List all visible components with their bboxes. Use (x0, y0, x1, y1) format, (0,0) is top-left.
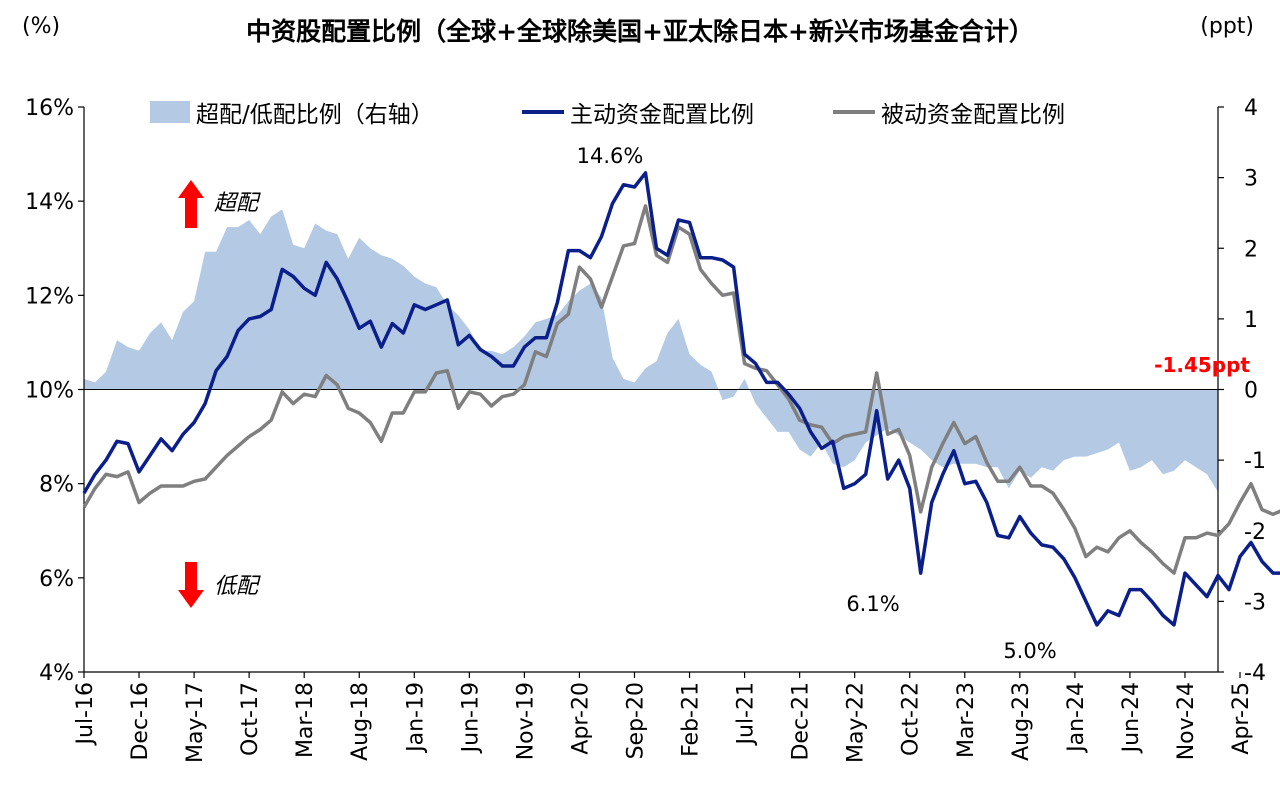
x-tick-label: Nov-24 (1174, 682, 1199, 760)
x-tick-label: May-17 (183, 682, 208, 763)
x-tick-label: Oct-17 (238, 682, 263, 756)
left-axis-unit: (%) (22, 14, 61, 39)
series-active-line (82, 171, 1280, 627)
x-tick-label: Mar-23 (954, 682, 979, 758)
series-passive-line (82, 204, 1280, 575)
left-tick-label: 12% (25, 284, 74, 309)
right-tick-label: -3 (1244, 590, 1266, 615)
right-tick-label: 2 (1244, 237, 1258, 262)
right-tick-label: 0 (1244, 379, 1258, 404)
x-tick-label: Apr-20 (568, 682, 593, 755)
x-tick-label: May-22 (844, 682, 869, 763)
right-tick-label: -4 (1244, 661, 1266, 686)
annotation-jan24: 5.0% (1003, 639, 1056, 663)
axes: 4% 6% 8% 10% 12% 14% 16% -4 -3 -2 -1 0 1 2 3 4 Jul-16 Dec… (25, 96, 1266, 763)
annotation-oct22: 6.1% (846, 592, 899, 616)
x-tick-label: Jun-19 (458, 682, 483, 754)
chart-title: 中资股配置比例（全球+全球除美国+亚太除日本+新兴市场基金合计） (246, 17, 1034, 46)
annotation-current-spread: -1.45ppt (1154, 353, 1250, 377)
series-lines (82, 171, 1280, 627)
right-tick-label: -1 (1244, 449, 1266, 474)
x-tick-label: Dec-21 (789, 682, 814, 761)
left-tick-label: 8% (39, 473, 74, 498)
x-tick-label: Jul-16 (73, 682, 98, 746)
left-tick-label: 6% (39, 567, 74, 592)
x-tick-label: Sep-20 (623, 682, 648, 759)
down-arrow-icon (178, 562, 204, 608)
right-tick-label: 3 (1244, 167, 1258, 192)
spread-area-layer (84, 209, 1218, 492)
left-tick-label: 4% (39, 661, 74, 686)
right-tick-label: 1 (1244, 308, 1258, 333)
left-tick-label: 16% (25, 96, 74, 121)
x-tick-label: Apr-25 (1229, 682, 1254, 755)
legend-label-passive: 被动资金配置比例 (881, 102, 1065, 128)
legend-swatch-spread (150, 101, 190, 123)
x-tick-label: Aug-18 (348, 682, 373, 761)
x-tick-label: Jun-24 (1119, 682, 1144, 754)
series-spread-area (84, 209, 1218, 492)
legend-item-active: 主动资金配置比例 (522, 95, 754, 129)
left-tick-label: 10% (25, 379, 74, 404)
left-tick-label: 14% (25, 190, 74, 215)
x-tick-label: Feb-21 (679, 682, 704, 757)
x-tick-label: Aug-23 (1009, 682, 1034, 761)
x-tick-label: Nov-19 (513, 682, 538, 760)
x-tick-label: Jul-21 (734, 682, 759, 746)
legend-item-spread: 超配/低配比例（右轴） (150, 95, 434, 129)
label-overweight: 超配 (214, 191, 261, 216)
up-arrow-icon (178, 180, 204, 228)
legend-swatch-active (522, 110, 564, 114)
legend-label-active: 主动资金配置比例 (570, 102, 754, 128)
right-axis-unit: (ppt) (1200, 14, 1254, 39)
annotations: 14.6% 6.1% 5.0% -1.45ppt 超配 低配 (178, 144, 1250, 663)
x-tick-label: Jan-24 (1064, 682, 1089, 754)
x-tick-label: Dec-16 (128, 682, 153, 761)
legend-swatch-passive (833, 110, 875, 114)
x-tick-label: Mar-18 (293, 682, 318, 758)
x-tick-label: Oct-22 (899, 682, 924, 756)
x-tick-label: Jan-19 (403, 682, 428, 754)
right-tick-label: -2 (1244, 520, 1266, 545)
annotation-peak: 14.6% (577, 144, 644, 168)
legend-label-spread: 超配/低配比例（右轴） (196, 102, 434, 128)
legend-item-passive: 被动资金配置比例 (833, 95, 1065, 129)
right-tick-label: 4 (1244, 96, 1258, 121)
label-underweight: 低配 (214, 574, 261, 599)
